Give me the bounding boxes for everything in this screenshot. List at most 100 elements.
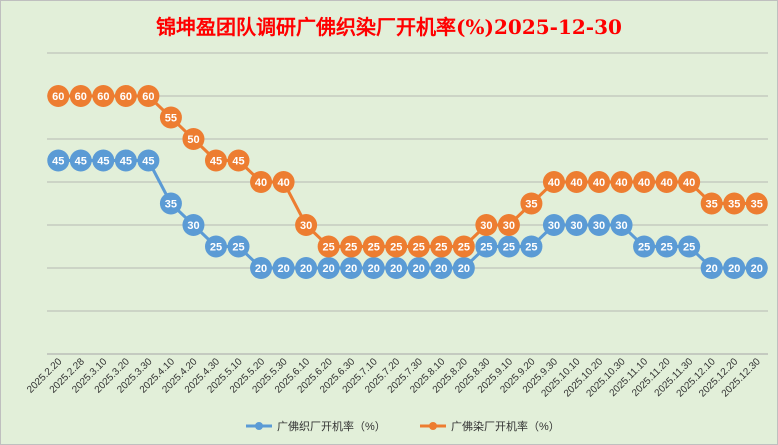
point-marker	[610, 214, 633, 236]
data-point-series-1: 20	[317, 257, 340, 279]
data-point-series-2: 30	[497, 214, 520, 236]
point-marker	[497, 214, 520, 236]
data-point-series-2: 60	[47, 85, 70, 107]
point-marker	[678, 171, 701, 193]
data-label: 30	[593, 220, 605, 232]
point-marker	[678, 235, 701, 258]
data-label: 20	[390, 263, 402, 275]
data-label: 25	[323, 242, 335, 254]
point-marker	[69, 85, 92, 107]
point-marker	[700, 257, 723, 279]
point-marker	[272, 171, 295, 193]
data-label: 45	[97, 156, 109, 168]
data-point-series-2: 60	[114, 85, 137, 107]
data-label: 20	[368, 263, 380, 275]
point-marker	[182, 128, 205, 150]
point-marker	[272, 257, 295, 279]
data-point-series-2: 40	[633, 171, 656, 193]
point-marker	[385, 257, 408, 279]
data-point-series-1: 20	[430, 257, 453, 279]
point-marker	[114, 85, 137, 107]
point-marker	[159, 106, 182, 129]
point-marker	[227, 149, 250, 172]
data-point-series-2: 60	[69, 85, 92, 107]
data-point-series-2: 25	[362, 235, 385, 258]
point-marker	[452, 235, 475, 258]
point-marker	[745, 257, 768, 279]
data-label: 35	[728, 199, 740, 211]
data-label: 50	[187, 134, 199, 146]
data-label: 20	[255, 263, 267, 275]
legend-label: 广佛织厂开机率（%）	[277, 419, 386, 433]
data-label: 35	[165, 199, 177, 211]
data-label: 25	[232, 242, 244, 254]
point-marker	[588, 214, 611, 236]
data-label: 20	[413, 263, 425, 275]
data-point-series-1: 20	[295, 257, 318, 279]
data-label: 25	[390, 242, 402, 254]
data-point-series-1: 25	[633, 235, 656, 258]
data-point-series-1: 30	[182, 214, 205, 236]
point-marker	[47, 85, 70, 107]
data-point-series-2: 40	[655, 171, 678, 193]
point-marker	[520, 192, 543, 215]
point-marker	[250, 171, 273, 193]
point-marker	[497, 235, 520, 258]
series-layer: 45 45 45 45 45 35 30 25 25 20 20 20 20 20 20 20 20 20 20 25…	[47, 85, 768, 279]
point-marker	[295, 214, 318, 236]
data-point-series-2: 60	[137, 85, 160, 107]
point-marker	[204, 149, 227, 172]
data-label: 20	[751, 263, 763, 275]
data-point-series-1: 45	[47, 149, 70, 172]
data-point-series-2: 40	[610, 171, 633, 193]
data-label: 20	[277, 263, 289, 275]
data-label: 60	[120, 91, 132, 103]
point-marker	[362, 235, 385, 258]
chart-title: 锦坤盈团队调研广佛织染厂开机率(%)2025-12-30	[156, 15, 622, 39]
data-label: 20	[323, 263, 335, 275]
data-label: 40	[548, 177, 560, 189]
data-point-series-1: 45	[92, 149, 115, 172]
point-marker	[565, 214, 588, 236]
point-marker	[588, 171, 611, 193]
data-label: 30	[615, 220, 627, 232]
point-marker	[92, 85, 115, 107]
data-label: 25	[660, 242, 672, 254]
data-label: 25	[683, 242, 695, 254]
data-point-series-2: 35	[723, 192, 746, 215]
point-marker	[227, 235, 250, 258]
data-point-series-1: 20	[700, 257, 723, 279]
gridlines	[47, 52, 768, 355]
point-marker	[317, 235, 340, 258]
data-point-series-1: 25	[497, 235, 520, 258]
data-label: 40	[660, 177, 672, 189]
data-point-series-1: 20	[745, 257, 768, 279]
data-point-series-2: 40	[272, 171, 295, 193]
point-marker	[204, 235, 227, 258]
point-marker	[137, 149, 160, 172]
data-point-series-2: 55	[159, 106, 182, 129]
point-marker	[542, 171, 565, 193]
point-marker	[655, 171, 678, 193]
point-marker	[182, 214, 205, 236]
point-marker	[452, 257, 475, 279]
data-point-series-2: 25	[317, 235, 340, 258]
point-marker	[114, 149, 137, 172]
data-label: 25	[480, 242, 492, 254]
point-marker	[700, 192, 723, 215]
data-point-series-2: 25	[430, 235, 453, 258]
point-marker	[407, 257, 430, 279]
data-point-series-2: 45	[204, 149, 227, 172]
data-label: 35	[706, 199, 718, 211]
data-point-series-1: 45	[137, 149, 160, 172]
data-label: 45	[210, 156, 222, 168]
point-marker	[340, 235, 363, 258]
data-label: 20	[345, 263, 357, 275]
point-marker	[723, 192, 746, 215]
data-label: 40	[570, 177, 582, 189]
data-label: 40	[615, 177, 627, 189]
data-point-series-2: 60	[92, 85, 115, 107]
data-label: 35	[751, 199, 763, 211]
data-point-series-1: 35	[159, 192, 182, 215]
